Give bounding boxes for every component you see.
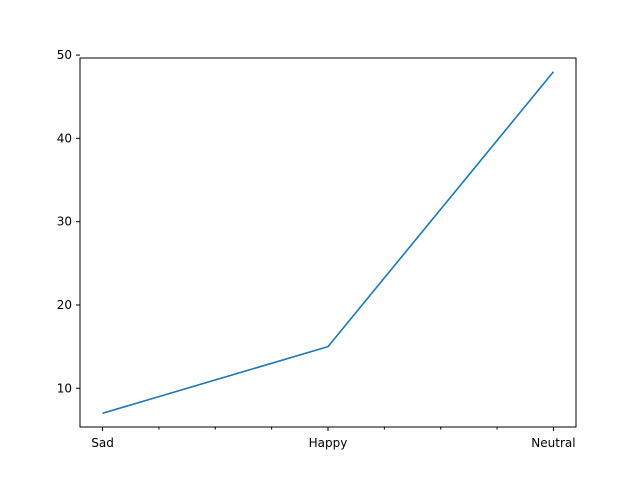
x-tick-label: Sad	[91, 436, 114, 450]
y-tick-label: 10	[57, 381, 72, 395]
series-line	[102, 71, 555, 415]
x-tick-label: Neutral	[531, 436, 575, 450]
y-tick-label: 40	[57, 131, 72, 145]
y-tick-label: 30	[57, 215, 72, 229]
y-tick-label: 50	[57, 48, 72, 62]
x-tick-label: Happy	[309, 436, 348, 450]
y-tick-label: 20	[57, 298, 72, 312]
plot-area: Sad Happy Neutral 10 20 30 40 50	[57, 48, 577, 450]
